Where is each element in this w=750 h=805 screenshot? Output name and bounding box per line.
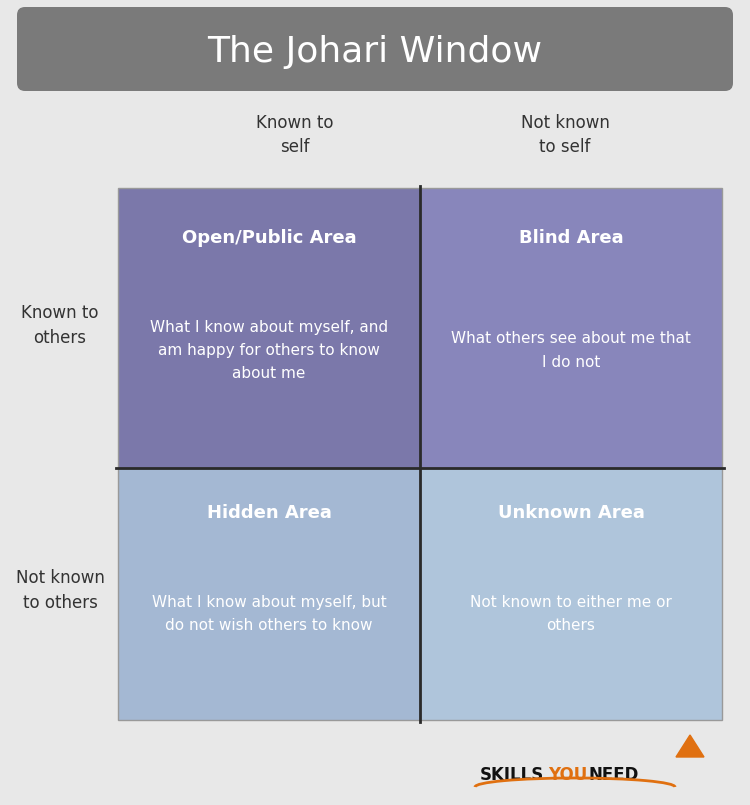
Text: Unknown Area: Unknown Area [497, 505, 644, 522]
Text: What I know about myself, but
do not wish others to know: What I know about myself, but do not wis… [152, 595, 386, 634]
Bar [118, 188, 420, 468]
Bar [420, 468, 722, 720]
Text: Not known to either me or
others: Not known to either me or others [470, 595, 672, 634]
Text: Not known
to others: Not known to others [16, 568, 104, 612]
Text: Not known
to self: Not known to self [520, 114, 610, 156]
Text: NEED: NEED [588, 766, 638, 784]
Text: What others see about me that
I do not: What others see about me that I do not [451, 331, 691, 369]
Text: Blind Area: Blind Area [519, 229, 623, 247]
Bar [118, 468, 420, 720]
Text: SKILLS: SKILLS [480, 766, 544, 784]
Bar [420, 188, 722, 468]
Text: What I know about myself, and
am happy for others to know
about me: What I know about myself, and am happy f… [150, 320, 388, 382]
Text: Open/Public Area: Open/Public Area [182, 229, 356, 247]
Text: Known to
others: Known to others [21, 303, 99, 346]
Text: Known to
self: Known to self [256, 114, 334, 156]
Text: The Johari Window: The Johari Window [208, 35, 542, 69]
Text: YOU: YOU [548, 766, 587, 784]
FancyBboxPatch shape [17, 7, 733, 91]
Polygon shape [676, 735, 704, 757]
Text: Hidden Area: Hidden Area [206, 505, 332, 522]
